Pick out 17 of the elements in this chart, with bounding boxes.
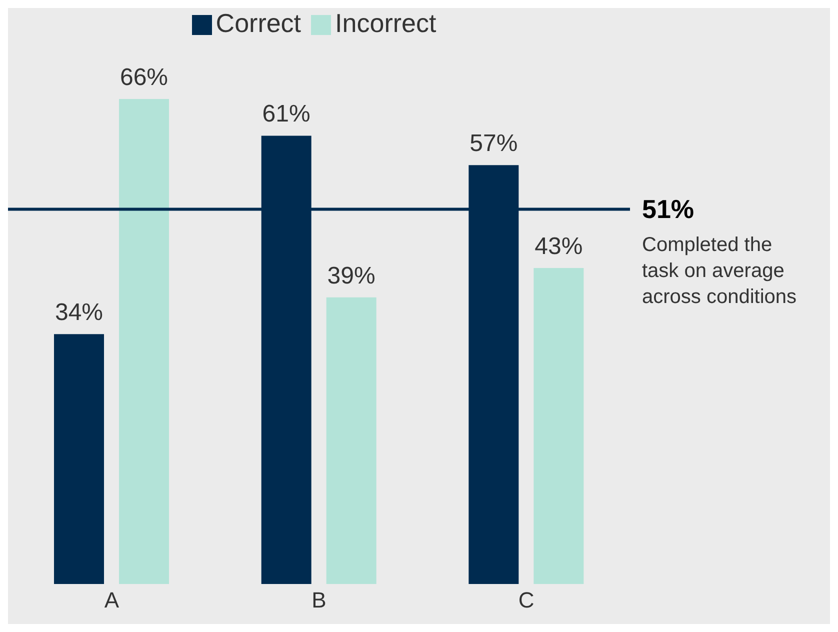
x-tick-label: A [104,588,120,613]
legend-label: Incorrect [335,8,436,38]
ref-line-label: 51% [642,194,694,224]
data-label: 39% [327,262,376,290]
x-tick-label: B [312,588,326,613]
data-label: 66% [120,64,168,91]
data-label: 43% [534,233,583,260]
bar [54,334,104,584]
bar [534,268,584,584]
legend-label: Correct [216,8,302,38]
text: Completed the task on average across conditions [642,234,797,308]
bar [119,99,169,584]
data-label: 61% [262,100,310,128]
data-label: 34% [54,299,104,326]
bar [326,297,376,584]
data-label: 57% [470,130,518,158]
x-tick-label: C [518,588,534,613]
